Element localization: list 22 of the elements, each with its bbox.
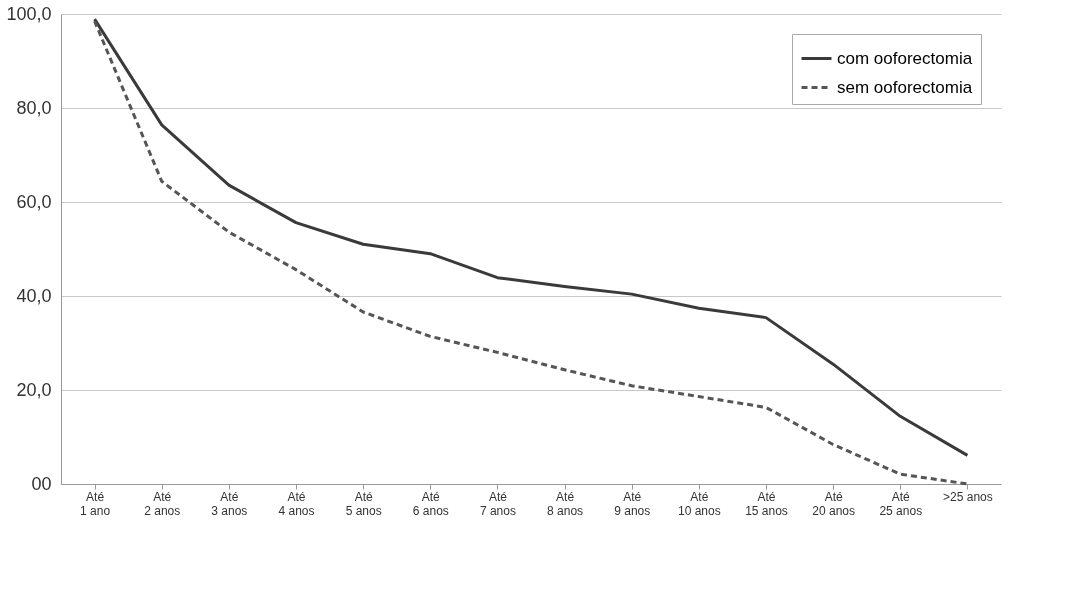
y-tick-label: 60,0	[16, 191, 52, 212]
x-tick-label: Até 7 anos	[479, 489, 516, 518]
x-tick-label: Até 6 anos	[412, 489, 449, 518]
legend-label: com ooforectomia	[837, 48, 973, 68]
x-tick-label: Até 3 anos	[211, 489, 248, 518]
x-tick-label: Até 4 anos	[278, 489, 315, 518]
x-tick-label: Até 20 anos	[812, 489, 855, 518]
x-tick-label: Até 25 anos	[879, 489, 923, 518]
x-tick-label: >25 anos	[943, 489, 993, 504]
x-tick-label: Até 15 anos	[745, 489, 788, 518]
y-tick-label: 100,0	[6, 3, 52, 24]
x-tick-label: Até 1 ano	[80, 489, 111, 518]
y-tick-label: 40,0	[16, 285, 52, 306]
y-tick-label: 00	[31, 473, 52, 494]
y-tick-label: 20,0	[16, 379, 52, 400]
x-tick-label: Até 2 anos	[144, 489, 181, 518]
x-tick-label: Até 9 anos	[614, 489, 651, 518]
y-tick-label: 80,0	[16, 97, 52, 118]
x-tick-label: Até 5 anos	[345, 489, 382, 518]
x-tick-label: Até 10 anos	[678, 489, 721, 518]
x-tick-label: Até 8 anos	[547, 489, 584, 518]
legend-label: sem ooforectomia	[837, 77, 973, 97]
